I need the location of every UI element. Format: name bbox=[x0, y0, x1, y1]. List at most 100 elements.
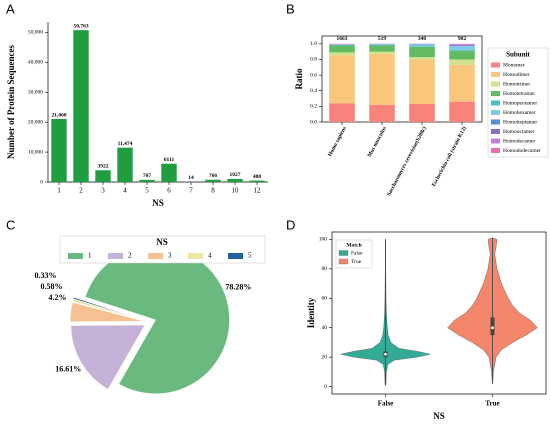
x-tick-label: Escherichia coli (strain K12) bbox=[430, 125, 468, 188]
bar-segment bbox=[369, 44, 395, 45]
total-label: 340 bbox=[418, 36, 427, 42]
violin-half bbox=[447, 237, 493, 384]
bar-segment bbox=[369, 104, 395, 122]
x-axis-label: NS bbox=[433, 411, 445, 421]
value-label: 21,060 bbox=[51, 112, 66, 118]
legend-label: Homodimer bbox=[503, 72, 530, 78]
y-tick-label: 0.4 bbox=[310, 88, 317, 94]
legend-label: 5 bbox=[248, 252, 252, 260]
legend-swatch bbox=[188, 253, 203, 259]
y-tick-label: 20 bbox=[322, 354, 328, 360]
legend-title: Subunit bbox=[506, 51, 530, 59]
legend-label: Monomer bbox=[503, 62, 525, 68]
bar bbox=[51, 119, 67, 182]
bar bbox=[117, 147, 133, 182]
bar-segment bbox=[329, 55, 355, 104]
y-tick-label: 30,000 bbox=[28, 90, 43, 96]
value-label: 707 bbox=[143, 173, 152, 179]
value-label: 1027 bbox=[230, 172, 241, 178]
plot-frame bbox=[331, 231, 547, 395]
legend-label: Homodecamer bbox=[503, 138, 536, 144]
legend-swatch bbox=[491, 138, 500, 144]
y-tick-label: 40 bbox=[322, 325, 328, 331]
x-tick-label: Mus musculus bbox=[367, 126, 388, 159]
bar-segment bbox=[409, 104, 435, 122]
pie-label: 0.33% bbox=[35, 271, 57, 280]
value-label: 6111 bbox=[164, 157, 175, 163]
violin-half bbox=[385, 239, 431, 386]
bar-segment bbox=[329, 45, 355, 53]
x-tick-label: 6 bbox=[167, 187, 171, 195]
panel-letter: A bbox=[6, 1, 15, 16]
bar bbox=[205, 179, 221, 182]
bar-segment bbox=[449, 46, 475, 51]
legend-swatch bbox=[491, 148, 500, 153]
x-tick-label: 8 bbox=[211, 187, 215, 195]
bar-segment bbox=[409, 44, 435, 47]
pie-slice bbox=[70, 324, 146, 390]
legend-label: 2 bbox=[128, 252, 132, 260]
median bbox=[491, 326, 494, 330]
x-tick-label: True bbox=[485, 400, 499, 408]
legend-label: Homoheptamer bbox=[503, 119, 537, 125]
legend-swatch bbox=[148, 253, 163, 259]
pie-label: 4.2% bbox=[49, 293, 67, 302]
y-tick-label: 10,000 bbox=[28, 149, 43, 155]
y-tick-label: 60 bbox=[322, 296, 328, 302]
iqr-box bbox=[490, 317, 495, 336]
y-tick-label: 1.0 bbox=[310, 41, 317, 47]
legend-swatch bbox=[68, 253, 83, 259]
legend-swatch bbox=[491, 110, 500, 115]
y-tick-label: 50,000 bbox=[28, 30, 43, 36]
legend-swatch bbox=[491, 100, 500, 106]
legend-label: 1 bbox=[88, 252, 92, 260]
bar bbox=[227, 178, 243, 182]
bar-segment bbox=[369, 53, 395, 105]
x-tick-label: Homo sapiens bbox=[327, 126, 348, 158]
panel-letter: B bbox=[286, 1, 295, 16]
y-tick-label: 80 bbox=[322, 266, 328, 272]
bar-segment bbox=[449, 64, 475, 102]
legend-label: True bbox=[351, 259, 362, 265]
panel-letter: D bbox=[286, 217, 295, 232]
pie-label: 0.58% bbox=[41, 282, 63, 291]
bar bbox=[95, 170, 111, 182]
pie-label: 78.28% bbox=[225, 283, 251, 292]
bar-segment bbox=[329, 103, 355, 122]
bar bbox=[249, 180, 265, 182]
bar-segment bbox=[369, 51, 395, 54]
x-axis-label: NS bbox=[152, 198, 164, 208]
bar-segment bbox=[449, 50, 475, 51]
pie-slice bbox=[73, 297, 145, 321]
bar bbox=[73, 30, 89, 182]
x-tick-label: False bbox=[378, 400, 394, 408]
pie-slice bbox=[69, 302, 145, 323]
y-tick-label: 0.0 bbox=[310, 119, 317, 125]
value-label: 11,474 bbox=[118, 141, 133, 147]
legend-swatch bbox=[491, 81, 500, 87]
legend-label: 3 bbox=[168, 252, 172, 260]
bar-segment bbox=[409, 57, 435, 60]
legend-label: 4 bbox=[208, 252, 212, 260]
legend-label: Homohexamer bbox=[503, 110, 536, 116]
legend-label: Homopentamer bbox=[503, 100, 537, 106]
legend-label: Homododecamer bbox=[503, 148, 541, 154]
x-tick-label: 7 bbox=[189, 187, 193, 195]
y-axis-label: Identity bbox=[306, 297, 316, 328]
legend-swatch bbox=[491, 91, 500, 96]
bar-segment bbox=[449, 59, 475, 65]
x-tick-label: 10 bbox=[232, 187, 240, 195]
x-tick-label: 3 bbox=[101, 187, 105, 195]
violin-half bbox=[492, 237, 538, 384]
legend-swatch bbox=[228, 253, 243, 259]
bar bbox=[139, 179, 155, 182]
total-label: 519 bbox=[378, 36, 387, 42]
y-tick-label: 100 bbox=[319, 237, 328, 243]
bar-segment bbox=[449, 101, 475, 122]
x-tick-label: Saccharomyces cerevisiae(S288c) bbox=[385, 125, 428, 197]
y-tick-label: 20,000 bbox=[28, 119, 43, 125]
legend-swatch bbox=[491, 62, 500, 68]
bar-segment bbox=[449, 44, 475, 46]
bar bbox=[161, 163, 177, 182]
bar-segment bbox=[409, 46, 435, 58]
